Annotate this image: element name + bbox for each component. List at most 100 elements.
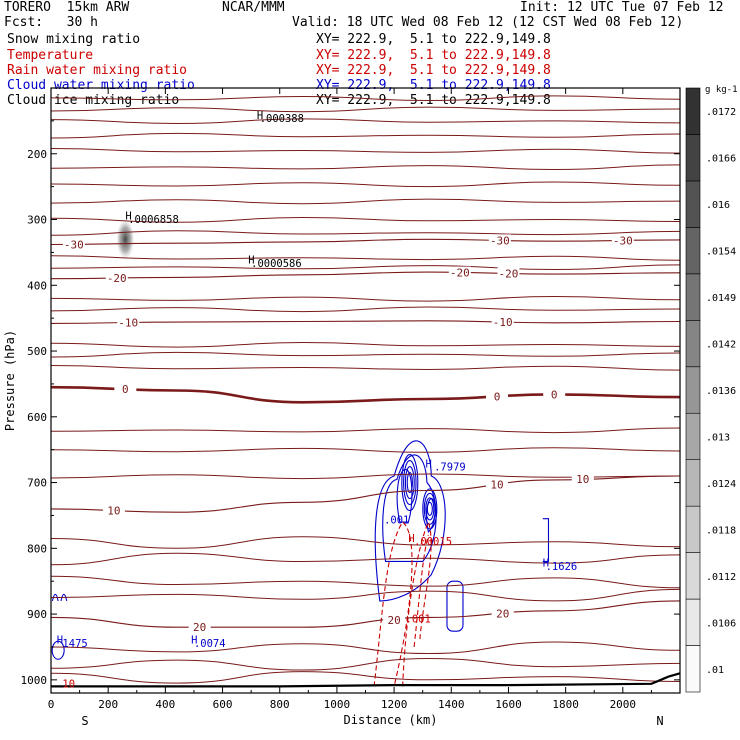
isotherm-label-bg (102, 504, 125, 517)
cloud-water-contour (396, 468, 413, 523)
isotherm-label: 10 (107, 505, 120, 518)
colorbar-unit: g kg-1 (705, 85, 738, 95)
isotherm-line (50, 118, 681, 125)
forecast-hour: Fcst: 30 h (4, 15, 98, 30)
rain-contour (413, 535, 429, 648)
max-annotation: H (257, 110, 263, 122)
temperature-contours: -30 -30 -30 -20 -20 -20 -10 -10 0 0 0 10 10 10 20 20 20 (50, 95, 681, 688)
isotherm-label-bg (114, 383, 137, 396)
field-xy-rain: XY= 222.9, 5.1 to 222.9,149.8 (316, 63, 551, 78)
rain-contours (373, 520, 432, 687)
field-xy-temperature: XY= 222.9, 5.1 to 222.9,149.8 (316, 48, 551, 63)
isotherm-20 (50, 600, 681, 628)
x-tick-label: 0 (48, 698, 55, 711)
model-name: TORERO 15km ARW (4, 0, 130, 15)
colorbar-segment (685, 320, 701, 368)
isotherm-line (50, 657, 681, 671)
y-tick-label: 1000 (21, 674, 48, 687)
cloud-water-core (406, 472, 413, 494)
cloud-water-contour (374, 440, 446, 602)
colorbar-level-label: .0166 (706, 154, 736, 165)
isotherm--10 (50, 320, 681, 324)
y-tick-label: 700 (27, 477, 47, 490)
x-tick-label: 1800 (552, 698, 579, 711)
x-tick-label: 400 (155, 698, 175, 711)
colorbar-level-label: .013 (706, 432, 730, 443)
isotherm-line (50, 95, 681, 102)
valid-time: Valid: 18 UTC Wed 08 Feb 12 (12 CST Wed … (292, 15, 684, 30)
isotherm-line (50, 365, 681, 371)
isotherm-label: 0 (122, 383, 129, 396)
snow-shading (116, 219, 135, 260)
y-tick-label: 200 (27, 148, 47, 161)
max-annotation: .0074 (194, 638, 226, 650)
isotherm-label-bg (62, 238, 85, 251)
isotherm--20 (50, 271, 681, 280)
colorbar-level-label: .0172 (706, 107, 736, 118)
colorbar-level-label: .0154 (706, 247, 736, 258)
isotherm-line (50, 552, 681, 566)
isotherm--30 (50, 238, 681, 246)
field-xy-snow: XY= 222.9, 5.1 to 222.9,149.8 (316, 32, 551, 47)
x-tick-label: 600 (213, 698, 233, 711)
colorbar-level-label: .0142 (706, 340, 736, 351)
max-annotation: .001 (406, 614, 431, 626)
max-annotation: H (191, 635, 197, 647)
isotherm-line (50, 164, 681, 171)
max-annotation: .001 (384, 514, 409, 526)
cloud-water-contour (382, 454, 437, 563)
cloud-water-patch (542, 518, 550, 563)
isotherm-line (50, 536, 681, 549)
isotherm-label: -30 (613, 235, 633, 248)
colorbar-segment (685, 412, 701, 460)
max-annotation: H (248, 255, 254, 267)
colorbar-segment (685, 459, 701, 507)
colorbar-level-label: .0118 (706, 525, 736, 536)
isotherm-label: 10 (490, 479, 503, 492)
cloud-water-core (404, 466, 415, 500)
max-annotation: H (543, 558, 549, 570)
isotherm-line (50, 198, 681, 205)
isotherm-label-bg (188, 621, 211, 634)
isotherm-line (50, 264, 681, 271)
max-annotation: .0006858 (128, 214, 179, 226)
max-annotation: .7979 (434, 462, 466, 474)
isotherm-line (50, 351, 681, 358)
y-tick-label: 500 (27, 345, 47, 358)
max-annotation: H (426, 458, 432, 470)
isotherm-label: 0 (494, 391, 501, 404)
isotherm-label: 0 (551, 388, 558, 401)
isotherm-label-bg (383, 614, 406, 627)
isotherm-line (50, 341, 681, 348)
isotherm-line (50, 575, 681, 589)
cloud-water-contours (51, 440, 550, 660)
isotherm-line (50, 216, 681, 223)
y-tick-label: 300 (27, 214, 47, 227)
right-endpoint-label: N (656, 714, 663, 728)
isotherm-label: -10 (118, 317, 138, 330)
isotherm-label: 20 (193, 621, 206, 634)
isotherm-label: -30 (490, 234, 510, 247)
x-tick-label: 200 (98, 698, 118, 711)
init-time: Init: 12 UTC Tue 07 Feb 12 (520, 0, 724, 15)
colorbar-segment (685, 598, 701, 646)
colorbar-level-label: .0136 (706, 386, 736, 397)
y-axis-label: Pressure (hPa) (3, 330, 17, 431)
colorbar-segment (685, 273, 701, 321)
cloud-water-core (426, 501, 433, 516)
colorbar-level-label: .0124 (706, 479, 736, 490)
colorbar-level-label: .0112 (706, 572, 736, 583)
isotherm-label-bg (448, 266, 471, 279)
isotherm-label: -30 (64, 238, 84, 251)
isotherm-line (50, 106, 681, 113)
isotherm-label-bg (105, 272, 128, 285)
colorbar-segment (685, 227, 701, 275)
isotherm-line (50, 671, 681, 684)
left-endpoint-label: S (81, 714, 88, 728)
isotherm-line (50, 148, 681, 154)
isotherm-label-bg (497, 267, 520, 280)
isotherm-label-bg (571, 473, 594, 486)
y-tick-label: 900 (27, 608, 47, 621)
